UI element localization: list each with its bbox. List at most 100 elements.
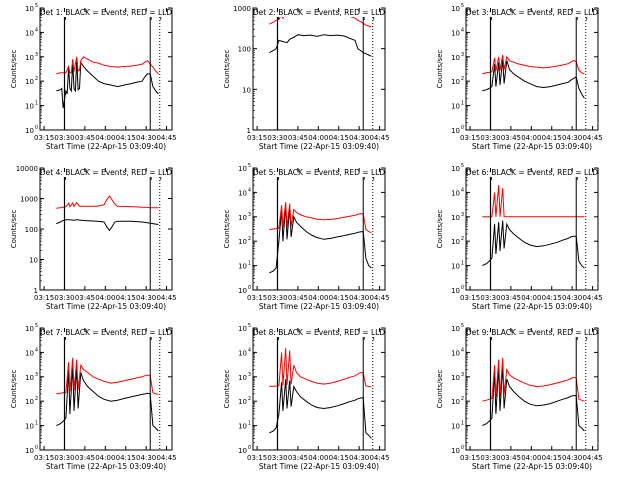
series-line-events [56,219,159,232]
plot-frame [39,7,173,131]
x-tick-label: 03:30 [54,134,74,142]
y-tick-exponent: 2 [461,396,464,402]
y-axis-label: Counts/sec [436,370,444,409]
y-tick-label: 10000 [16,165,38,173]
x-axis-label: Start Time (22-Apr-15 03:09:40) [472,142,592,151]
y-tick-exponent: 1 [461,261,464,267]
x-tick-label: 04:45 [582,134,602,142]
x-tick-label: 04:00 [95,294,115,302]
x-tick-label: 03:15 [247,134,267,142]
y-tick-label: 10 [451,447,460,455]
series-line-events [269,379,372,439]
x-tick-label: 03:30 [480,454,500,462]
series-line-lld [482,185,585,218]
x-axis-label: Start Time (22-Apr-15 03:09:40) [259,462,379,471]
y-tick-exponent: 4 [35,347,38,353]
x-tick-label: 03:45 [75,134,95,142]
y-tick-exponent: 5 [461,323,464,329]
x-tick-label: 04:30 [562,454,582,462]
title-background [42,167,170,177]
y-tick-exponent: 3 [461,372,464,378]
chart-title: Det 1: BLACK = Events, RED = LLD [40,8,172,17]
y-tick-exponent: 0 [35,125,38,131]
y-tick-exponent: 1 [461,421,464,427]
plot-frame [465,167,599,291]
title-background [255,7,383,17]
x-tick-label: 03:45 [501,454,521,462]
x-tick-label: 04:45 [582,454,602,462]
x-tick-label: 04:45 [156,454,176,462]
y-tick-label: 10 [29,257,38,265]
series-line-events [269,205,372,274]
title-background [468,327,596,337]
series-line-lld [482,54,585,75]
x-tick-label: 03:15 [247,294,267,302]
x-tick-label: 03:30 [54,294,74,302]
chart-title: Det 6: BLACK = Events, RED = LLD [466,168,598,177]
y-tick-label: 10 [451,214,460,222]
x-tick-label: 04:15 [329,294,349,302]
x-tick-label: 03:15 [34,294,54,302]
title-background [42,327,170,337]
x-axis-label: Start Time (22-Apr-15 03:09:40) [472,462,592,471]
x-tick-label: 03:15 [460,294,480,302]
y-tick-exponent: 5 [248,163,251,169]
x-tick-label: 03:45 [288,454,308,462]
y-tick-label: 10 [451,103,460,111]
y-tick-label: 10 [238,287,247,295]
y-tick-label: 10 [25,54,34,62]
y-tick-label: 10 [238,423,247,431]
y-tick-exponent: 0 [461,125,464,131]
y-tick-exponent: 3 [248,212,251,218]
x-axis-label: Start Time (22-Apr-15 03:09:40) [259,142,379,151]
series-line-events [269,34,372,57]
x-tick-label: 04:00 [308,294,328,302]
x-axis-label: Start Time (22-Apr-15 03:09:40) [472,302,592,311]
x-tick-label: 04:00 [521,134,541,142]
x-tick-label: 04:45 [369,134,389,142]
series-line-lld [56,357,159,395]
y-tick-exponent: 5 [248,323,251,329]
plot-frame [465,327,599,451]
y-tick-exponent: 3 [35,52,38,58]
y-tick-exponent: 0 [461,445,464,451]
y-tick-exponent: 3 [35,372,38,378]
y-tick-exponent: 3 [461,212,464,218]
y-tick-exponent: 5 [461,3,464,9]
y-tick-label: 10 [451,423,460,431]
y-axis-label: Counts/sec [223,210,231,249]
y-tick-label: 10 [451,54,460,62]
y-tick-label: 10 [25,374,34,382]
chart-title: Det 7: BLACK = Events, RED = LLD [40,328,172,337]
y-tick-exponent: 4 [461,187,464,193]
y-tick-exponent: 3 [461,52,464,58]
series-line-events [482,59,585,99]
y-tick-exponent: 4 [248,347,251,353]
series-line-lld [56,195,159,209]
x-tick-label: 03:45 [288,134,308,142]
y-tick-exponent: 2 [248,236,251,242]
chart-title: Det 5: BLACK = Events, RED = LLD [253,168,385,177]
y-tick-label: 10 [451,374,460,382]
x-tick-label: 04:00 [521,294,541,302]
y-tick-label: 10 [451,189,460,197]
y-tick-label: 10 [25,78,34,86]
x-tick-label: 03:15 [34,454,54,462]
x-tick-label: 04:00 [308,134,328,142]
y-tick-label: 10 [25,5,34,13]
y-tick-exponent: 2 [461,236,464,242]
y-tick-label: 10 [238,398,247,406]
series-line-lld [482,357,585,402]
chart-title: Det 8: BLACK = Events, RED = LLD [253,328,385,337]
series-line-lld [269,348,372,388]
series-line-lld [269,202,372,234]
y-tick-exponent: 1 [248,421,251,427]
x-tick-label: 03:15 [247,454,267,462]
y-tick-label: 10 [238,325,247,333]
x-tick-label: 03:30 [480,134,500,142]
x-tick-label: 04:00 [95,134,115,142]
y-tick-label: 10 [242,86,251,94]
y-tick-exponent: 2 [35,396,38,402]
